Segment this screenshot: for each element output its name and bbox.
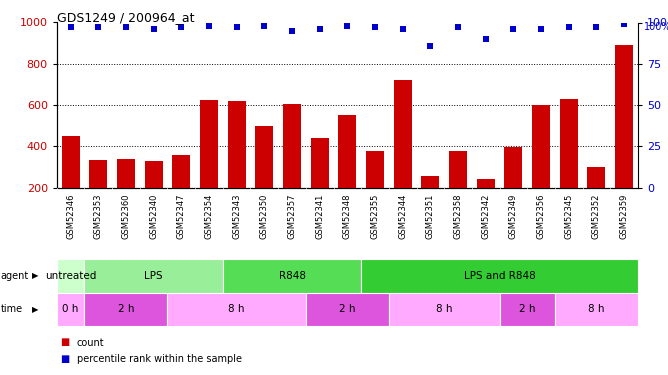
Bar — [560, 99, 578, 229]
Text: R848: R848 — [279, 271, 305, 280]
Text: ■: ■ — [60, 338, 69, 348]
Text: LPS: LPS — [144, 271, 163, 280]
Bar — [84, 292, 168, 326]
Text: 8 h: 8 h — [436, 304, 452, 314]
Text: 0 h: 0 h — [62, 304, 79, 314]
Point — [536, 26, 546, 32]
Point — [121, 24, 132, 30]
Text: 2 h: 2 h — [339, 304, 355, 314]
Text: agent: agent — [1, 271, 29, 280]
Bar — [587, 167, 605, 229]
Bar — [477, 179, 495, 229]
Text: GSM52341: GSM52341 — [315, 193, 324, 238]
Text: GSM52350: GSM52350 — [260, 193, 269, 238]
Bar — [615, 45, 633, 229]
Point — [397, 26, 408, 32]
Point — [93, 24, 104, 30]
Bar — [366, 152, 384, 229]
Point — [480, 36, 491, 42]
Text: GDS1249 / 200964_at: GDS1249 / 200964_at — [57, 11, 194, 24]
Text: LPS and R848: LPS and R848 — [464, 271, 536, 280]
Text: 2 h: 2 h — [519, 304, 536, 314]
Bar — [306, 292, 389, 326]
Point — [287, 28, 297, 34]
Point — [508, 26, 519, 32]
Text: ▶: ▶ — [32, 271, 39, 280]
Bar — [283, 104, 301, 229]
Point — [342, 23, 353, 29]
Point — [591, 24, 602, 30]
Bar — [393, 80, 411, 229]
Text: GSM52353: GSM52353 — [94, 193, 103, 239]
Bar — [500, 292, 555, 326]
Point — [453, 24, 464, 30]
Text: count: count — [77, 338, 104, 348]
Text: GSM52358: GSM52358 — [454, 193, 462, 239]
Point — [176, 24, 186, 30]
Text: GSM52352: GSM52352 — [592, 193, 601, 238]
Text: GSM52344: GSM52344 — [398, 193, 407, 238]
Bar — [255, 126, 273, 229]
Point — [65, 24, 76, 30]
Text: ▶: ▶ — [32, 305, 39, 314]
Text: ■: ■ — [60, 354, 69, 364]
Text: 100%: 100% — [644, 22, 668, 33]
Text: time: time — [1, 304, 23, 314]
Bar — [57, 259, 84, 292]
Bar — [168, 292, 306, 326]
Bar — [145, 161, 162, 229]
Text: GSM52355: GSM52355 — [371, 193, 379, 238]
Text: GSM52359: GSM52359 — [620, 193, 629, 238]
Bar — [422, 176, 440, 229]
Point — [231, 24, 242, 30]
Bar — [223, 259, 361, 292]
Bar — [117, 159, 135, 229]
Bar — [61, 136, 79, 229]
Bar — [532, 105, 550, 229]
Bar — [311, 138, 329, 229]
Text: GSM52346: GSM52346 — [66, 193, 75, 239]
Text: GSM52348: GSM52348 — [343, 193, 352, 239]
Bar — [389, 292, 500, 326]
Text: GSM52356: GSM52356 — [536, 193, 546, 239]
Text: GSM52342: GSM52342 — [481, 193, 490, 238]
Text: GSM52351: GSM52351 — [426, 193, 435, 238]
Bar — [339, 116, 356, 229]
Bar — [90, 160, 108, 229]
Text: GSM52360: GSM52360 — [122, 193, 130, 239]
Text: GSM52343: GSM52343 — [232, 193, 241, 239]
Text: GSM52354: GSM52354 — [204, 193, 214, 238]
Point — [315, 26, 325, 32]
Bar — [555, 292, 638, 326]
Bar — [504, 147, 522, 229]
Text: percentile rank within the sample: percentile rank within the sample — [77, 354, 242, 364]
Bar — [172, 154, 190, 229]
Point — [204, 23, 214, 29]
Bar — [57, 292, 84, 326]
Text: 8 h: 8 h — [228, 304, 245, 314]
Point — [259, 23, 270, 29]
Point — [425, 43, 436, 49]
Bar — [449, 152, 467, 229]
Bar — [361, 259, 638, 292]
Text: GSM52349: GSM52349 — [509, 193, 518, 238]
Text: 2 h: 2 h — [118, 304, 134, 314]
Bar — [84, 259, 223, 292]
Point — [369, 24, 380, 30]
Point — [563, 24, 574, 30]
Text: GSM52357: GSM52357 — [287, 193, 297, 239]
Text: GSM52347: GSM52347 — [177, 193, 186, 239]
Text: untreated: untreated — [45, 271, 96, 280]
Text: 8 h: 8 h — [589, 304, 605, 314]
Point — [148, 26, 159, 32]
Text: GSM52340: GSM52340 — [149, 193, 158, 238]
Point — [619, 21, 629, 27]
Text: GSM52345: GSM52345 — [564, 193, 573, 238]
Bar — [200, 100, 218, 229]
Bar — [228, 101, 246, 229]
